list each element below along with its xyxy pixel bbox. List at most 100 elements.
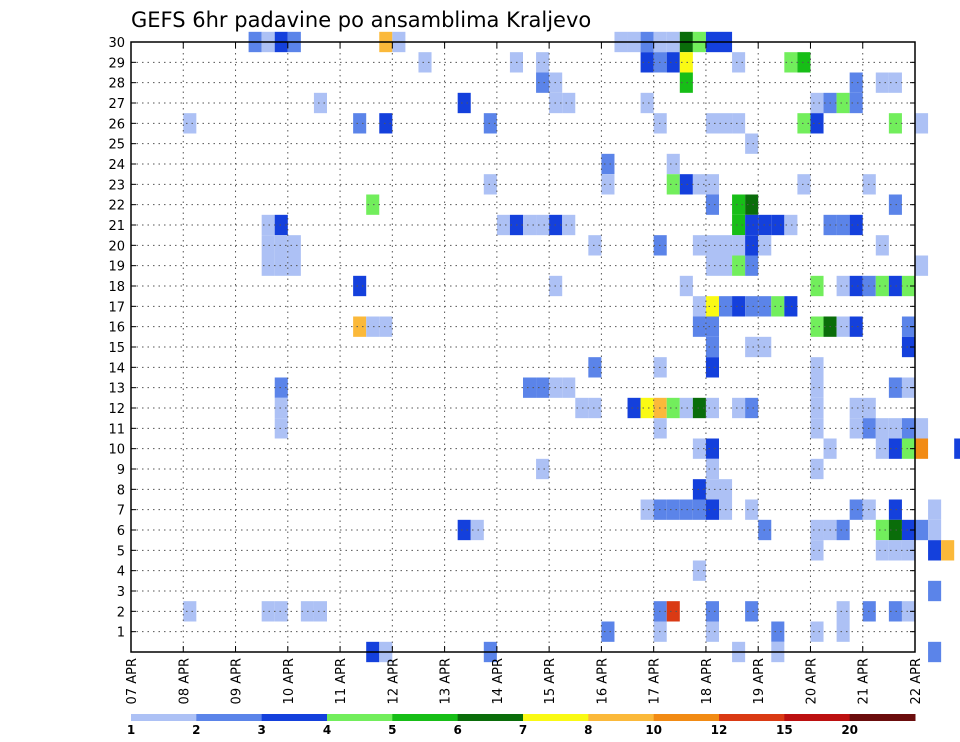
colorbar-swatch	[196, 714, 263, 721]
x-tick-label: 10 APR	[282, 658, 297, 704]
precip-cell	[679, 52, 693, 73]
precip-cell	[901, 275, 915, 297]
y-tick-label: 5	[117, 544, 125, 559]
precip-cell	[836, 316, 850, 337]
colorbar-swatch	[588, 714, 655, 721]
precip-cell	[745, 397, 759, 419]
y-tick-label: 26	[108, 117, 125, 132]
precip-cell	[810, 418, 824, 439]
x-tick-label: 20 APR	[804, 658, 819, 704]
y-tick-label: 8	[117, 483, 125, 498]
precip-cell	[849, 214, 863, 236]
x-tick-label: 17 APR	[648, 658, 663, 704]
precip-cell	[353, 316, 367, 337]
precip-cell	[732, 214, 746, 236]
precip-cell	[379, 113, 393, 134]
precip-cell	[274, 235, 288, 256]
precip-cell	[745, 194, 759, 215]
precip-cell	[457, 92, 471, 114]
precip-cell	[836, 519, 850, 541]
y-tick-label: 19	[108, 260, 125, 275]
precip-cell	[692, 560, 706, 581]
precip-cell	[705, 194, 719, 215]
precip-cell	[888, 499, 902, 520]
colorbar-label: 12	[711, 723, 728, 737]
chart-title: GEFS 6hr padavine po ansamblima Kraljevo	[131, 8, 591, 32]
colorbar-label: 15	[776, 723, 793, 737]
precip-cell	[692, 397, 706, 419]
precip-cell	[875, 418, 889, 439]
precip-cell	[849, 316, 863, 337]
y-tick-label: 4	[117, 565, 125, 580]
precip-cell	[915, 418, 929, 439]
colorbar-swatch	[653, 714, 720, 721]
precip-cell	[313, 92, 327, 114]
precip-cell	[274, 214, 288, 236]
precip-cell	[888, 438, 902, 459]
y-tick-label: 21	[108, 219, 125, 234]
x-tick-label: 12 APR	[386, 658, 401, 704]
precip-cell	[928, 499, 942, 520]
precip-cell	[915, 519, 929, 541]
colorbar-swatch	[392, 714, 459, 721]
y-tick-label: 13	[108, 382, 125, 397]
precip-cell	[679, 72, 693, 93]
precip-cell	[705, 113, 719, 134]
y-tick-label: 16	[108, 321, 125, 336]
y-tick-label: 28	[108, 77, 125, 92]
y-tick-label: 17	[108, 300, 125, 315]
precip-cell	[274, 377, 288, 398]
precip-cell	[483, 113, 497, 134]
y-tick-label: 18	[108, 280, 125, 295]
y-tick-label: 22	[108, 199, 125, 214]
precip-cell	[941, 540, 955, 561]
precip-cell	[627, 397, 641, 419]
precip-cell	[640, 92, 654, 114]
precip-cell	[771, 621, 785, 642]
precip-cell	[915, 255, 929, 276]
x-tick-label: 11 APR	[334, 658, 349, 704]
precip-cell	[679, 174, 693, 195]
precip-cell	[353, 275, 367, 297]
precip-cell	[771, 296, 785, 317]
precip-cell	[888, 540, 902, 561]
precip-cell	[954, 438, 960, 459]
precip-cell	[732, 255, 746, 276]
precip-cell	[745, 296, 759, 317]
precip-cell	[692, 235, 706, 256]
precip-cell	[536, 458, 550, 480]
precip-cell	[666, 499, 680, 520]
precip-cell	[692, 479, 706, 500]
precip-cell	[562, 377, 576, 398]
precip-cell	[496, 214, 510, 236]
precip-cell	[732, 397, 746, 419]
precip-cell	[732, 296, 746, 317]
y-tick-label: 12	[108, 402, 125, 417]
y-tick-label: 9	[117, 463, 125, 478]
colorbar-swatch	[719, 714, 785, 721]
colorbar-swatch	[849, 714, 916, 721]
precip-cell	[705, 235, 719, 256]
precip-cell	[928, 580, 942, 602]
y-tick-label: 29	[108, 56, 125, 71]
colorbar-label: 2	[192, 723, 200, 737]
precip-cell	[875, 72, 889, 93]
precip-cell	[888, 377, 902, 398]
precip-cell	[692, 174, 706, 195]
precip-cell	[784, 52, 798, 73]
precip-cell	[562, 214, 576, 236]
precip-cell	[745, 499, 759, 520]
precip-cell	[771, 214, 785, 236]
colorbar-swatch	[523, 714, 589, 721]
precip-cell	[810, 377, 824, 398]
precip-cell	[679, 397, 693, 419]
precip-cell	[575, 397, 589, 419]
precip-cell	[261, 235, 275, 256]
precip-cell	[810, 316, 824, 337]
precip-cell	[536, 214, 550, 236]
x-tick-label: 14 APR	[491, 658, 506, 704]
precip-cell	[732, 52, 746, 73]
colorbar-swatch	[327, 714, 393, 721]
precip-cell	[588, 357, 602, 378]
colorbar-label: 3	[257, 723, 265, 737]
